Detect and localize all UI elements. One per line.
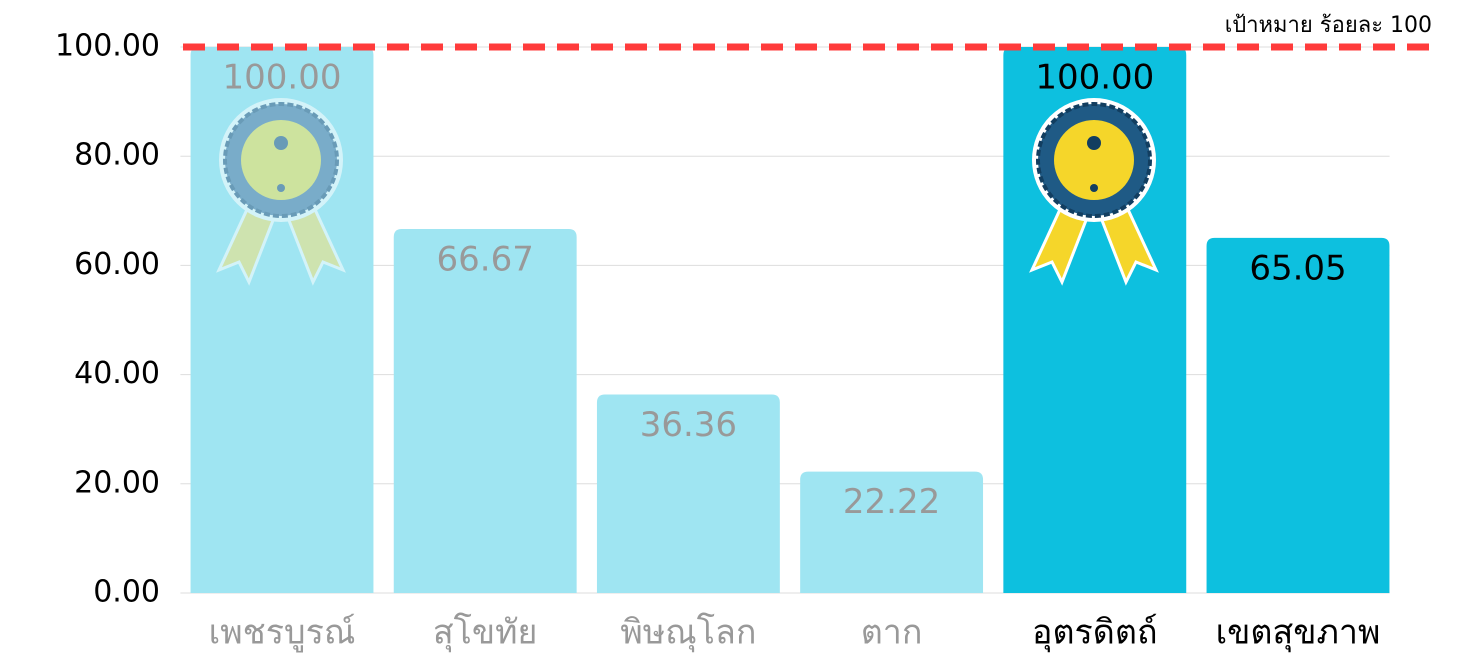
y-tick-label: 40.00 [74, 356, 160, 391]
x-tick-label: เขตสุขภาพ [1216, 613, 1381, 653]
bar [596, 394, 780, 593]
badges [216, 98, 1159, 286]
y-tick-label: 80.00 [74, 138, 160, 173]
y-tick-label: 20.00 [74, 465, 160, 500]
y-tick-label: 60.00 [74, 247, 160, 282]
x-tick-label: เพชรบูรณ์ [209, 613, 356, 653]
y-tick-label: 100.00 [55, 29, 160, 64]
bar [393, 228, 577, 593]
bar [1206, 237, 1390, 593]
badge [1029, 98, 1159, 286]
value-label: 66.67 [437, 239, 534, 279]
value-label: 100.00 [223, 58, 342, 98]
x-tick-label: ตาก [861, 613, 923, 653]
value-label: 22.22 [843, 482, 940, 522]
value-label: 36.36 [640, 405, 737, 445]
value-label: 100.00 [1035, 58, 1154, 98]
target-label: เป้าหมาย ร้อยละ 100 [1225, 13, 1432, 38]
bars [180, 46, 1390, 594]
x-tick-label: พิษณุโลก [620, 613, 756, 653]
badge [216, 98, 346, 286]
x-tick-label: อุตรดิตถ์ [1032, 613, 1158, 653]
y-tick-label: 0.00 [93, 575, 160, 610]
bar [800, 471, 984, 593]
value-label: 65.05 [1249, 248, 1346, 288]
x-tick-label: สุโขทัย [433, 613, 538, 653]
